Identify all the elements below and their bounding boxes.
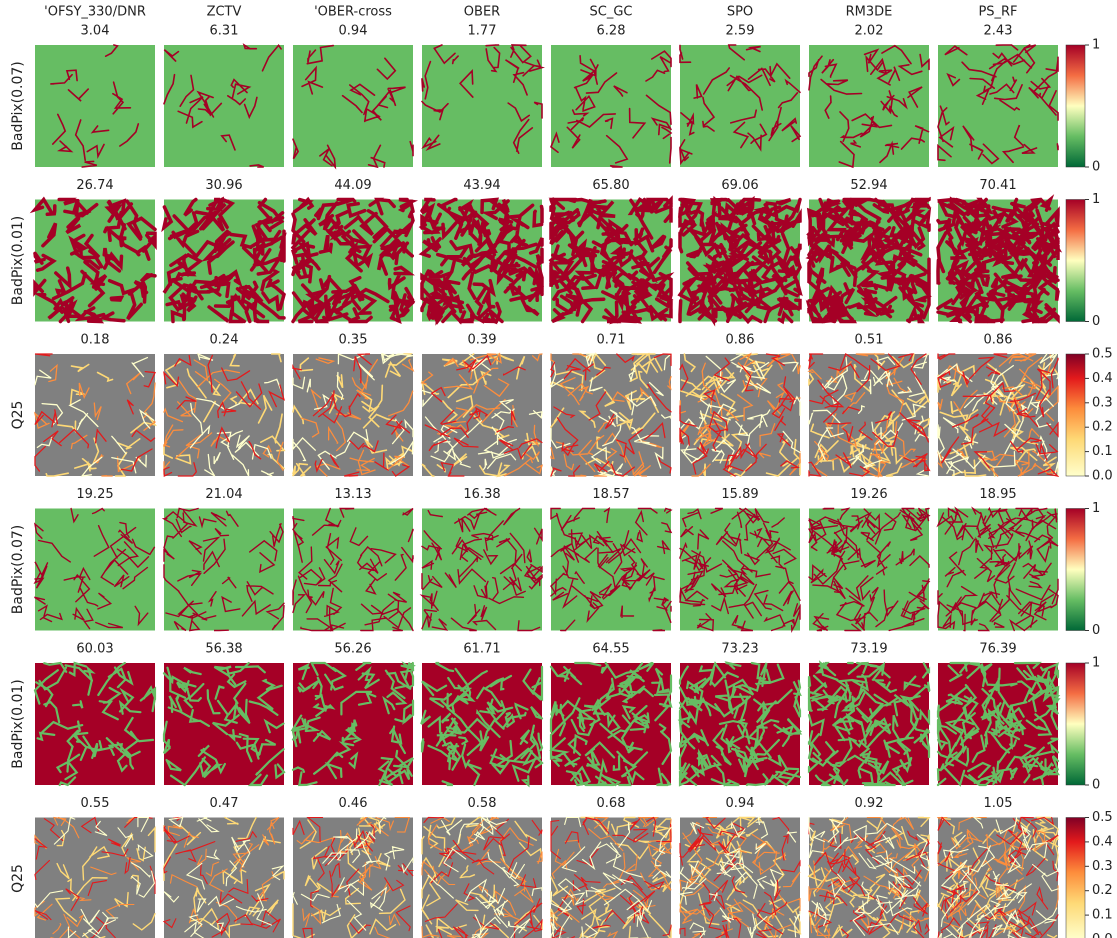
metric-value: 19.25 — [76, 487, 113, 502]
column-header: SPO — [727, 5, 753, 20]
metric-value: 15.89 — [721, 487, 758, 502]
colorbar-tick-label: 0 — [1092, 623, 1100, 638]
column-header: 'OFSY_330/DNR — [44, 5, 146, 20]
colorbar-tick-label: 0 — [1092, 314, 1100, 329]
metric-value: 0.24 — [210, 333, 239, 348]
metric-value: 73.19 — [850, 642, 887, 657]
row-label: Q25 — [10, 864, 26, 893]
metric-value: 26.74 — [76, 178, 113, 193]
metric-value: 1.77 — [468, 24, 497, 39]
colorbar-tick-label: 0.5 — [1092, 347, 1113, 362]
error-map — [422, 45, 542, 167]
column-header: RM3DE — [846, 5, 893, 20]
column-header: 'OBER-cross — [314, 5, 392, 20]
metric-value: 0.35 — [339, 333, 368, 348]
error-map — [35, 663, 155, 785]
colorbar-tick-label: 0 — [1092, 778, 1100, 793]
colorbar — [1066, 200, 1085, 322]
colorbar-tick-label: 0 — [1092, 160, 1100, 175]
row-label: BadPix(0.07) — [10, 61, 26, 150]
colorbar-tick-label: 0.1 — [1092, 908, 1113, 923]
metric-value: 3.04 — [81, 24, 110, 39]
column-header: ZCTV — [207, 5, 242, 20]
error-map — [551, 663, 671, 785]
colorbar — [1066, 354, 1085, 476]
metric-value: 76.39 — [979, 642, 1016, 657]
metric-value: 13.13 — [334, 487, 371, 502]
metric-value: 0.94 — [339, 24, 368, 39]
colorbar-tick-label: 0.2 — [1092, 420, 1113, 435]
error-map — [680, 45, 800, 167]
metric-value: 0.55 — [81, 796, 110, 811]
metric-value: 56.38 — [205, 642, 242, 657]
metric-value: 61.71 — [463, 642, 500, 657]
metric-value: 0.39 — [468, 333, 497, 348]
colorbar-tick-label: 1 — [1092, 656, 1100, 671]
colorbar — [1066, 45, 1085, 167]
figure: 'OFSY_330/DNR ZCTV 'OBER-cross OBER SC_GC SPO… — [0, 0, 1117, 938]
metric-value: 2.43 — [984, 24, 1013, 39]
column-header: PS_RF — [978, 5, 1017, 20]
metric-value: 43.94 — [463, 178, 500, 193]
metric-value: 0.86 — [726, 333, 755, 348]
colorbar-tick-label: 0.5 — [1092, 810, 1113, 825]
metric-value: 1.05 — [984, 796, 1013, 811]
metric-value: 73.23 — [721, 642, 758, 657]
colorbar-tick-label: 1 — [1092, 192, 1100, 207]
colorbar-tick-label: 0.4 — [1092, 834, 1113, 849]
metric-value: 18.57 — [592, 487, 629, 502]
metric-value: 70.41 — [979, 178, 1016, 193]
metric-value: 0.86 — [984, 333, 1013, 348]
metric-value: 2.02 — [855, 24, 884, 39]
metric-value: 0.51 — [855, 333, 884, 348]
metric-value: 21.04 — [205, 487, 242, 502]
row-label: BadPix(0.07) — [10, 525, 26, 614]
metric-value: 65.80 — [592, 178, 629, 193]
colorbar-tick-label: 0.3 — [1092, 859, 1113, 874]
metric-value: 30.96 — [205, 178, 242, 193]
error-map — [35, 509, 155, 631]
column-header: SC_GC — [590, 5, 633, 20]
metric-value: 0.68 — [597, 796, 626, 811]
metric-value: 0.18 — [81, 333, 110, 348]
error-map — [35, 45, 155, 167]
metric-value: 0.47 — [210, 796, 239, 811]
colorbar-tick-label: 0.4 — [1092, 371, 1113, 386]
metric-value: 60.03 — [76, 642, 113, 657]
error-map — [293, 818, 413, 938]
metric-value: 18.95 — [979, 487, 1016, 502]
colorbar — [1066, 818, 1085, 938]
colorbar-tick-label: 0.2 — [1092, 883, 1113, 898]
metric-value: 0.92 — [855, 796, 884, 811]
colorbar-tick-label: 0.0 — [1092, 469, 1113, 484]
column-header: OBER — [464, 5, 500, 20]
colorbar-tick-label: 1 — [1092, 501, 1100, 516]
colorbar — [1066, 509, 1085, 631]
metric-value: 0.71 — [597, 333, 626, 348]
row-label: BadPix(0.01) — [10, 216, 26, 305]
metric-value: 52.94 — [850, 178, 887, 193]
metric-value: 64.55 — [592, 642, 629, 657]
metric-value: 69.06 — [721, 178, 758, 193]
metric-value: 16.38 — [463, 487, 500, 502]
metric-value: 44.09 — [334, 178, 371, 193]
metric-value: 0.46 — [339, 796, 368, 811]
colorbar-tick-label: 0.0 — [1092, 932, 1113, 938]
error-map — [551, 45, 671, 167]
metric-value: 19.26 — [850, 487, 887, 502]
metric-value: 6.31 — [210, 24, 239, 39]
row-label: Q25 — [10, 401, 26, 430]
metric-value: 0.58 — [468, 796, 497, 811]
metric-value: 0.94 — [726, 796, 755, 811]
metric-value: 56.26 — [334, 642, 371, 657]
error-map — [551, 509, 671, 631]
metric-value: 6.28 — [597, 24, 626, 39]
colorbar-tick-label: 0.1 — [1092, 444, 1113, 459]
colorbar-tick-label: 1 — [1092, 38, 1100, 53]
colorbar-tick-label: 0.3 — [1092, 395, 1113, 410]
colorbar — [1066, 663, 1085, 785]
metric-value: 2.59 — [726, 24, 755, 39]
row-label: BadPix(0.01) — [10, 679, 26, 768]
